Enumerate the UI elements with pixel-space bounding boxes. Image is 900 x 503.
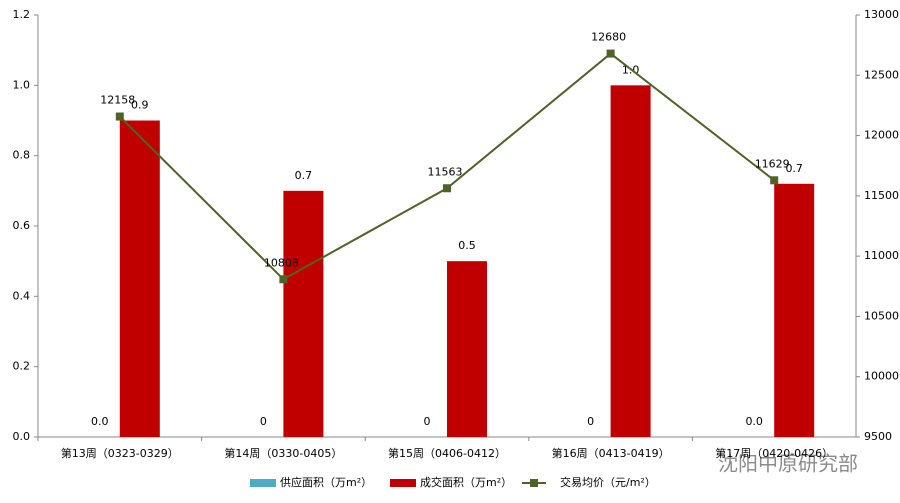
y-tick-label: 0.6: [13, 219, 31, 232]
line-marker: [443, 184, 451, 193]
y2-tick-label: 10000: [864, 370, 899, 383]
legend-marker: [530, 479, 538, 487]
bar-label: 0.0: [745, 415, 763, 428]
bar-label: 0.9: [131, 99, 149, 112]
y2-tick-label: 12500: [864, 68, 899, 81]
x-tick-label: 第13周（0323-0329）: [61, 446, 179, 460]
bar: [774, 183, 815, 437]
bar-label: 0.0: [91, 415, 109, 428]
legend-swatch: [250, 479, 276, 487]
legend-swatch: [390, 479, 416, 487]
bar: [610, 85, 651, 437]
legend-label: 交易均价（元/m²）: [560, 475, 656, 489]
y-tick-label: 1.2: [13, 8, 31, 21]
x-tick-label: 第15周（0406-0412）: [388, 446, 506, 460]
x-tick-label: 第17周（0420-0426）: [715, 446, 833, 460]
legend-label: 成交面积（万m²）: [420, 475, 512, 489]
bar-label: 0.7: [785, 162, 803, 175]
bar-label: 0: [587, 415, 594, 428]
line-marker: [115, 112, 124, 121]
bar: [447, 261, 487, 437]
line-label: 12158: [100, 94, 135, 107]
bar-label: 0: [260, 415, 267, 428]
watermark: 沈阳中原研究部: [718, 452, 858, 476]
y2-tick-label: 11500: [864, 189, 899, 202]
y-tick-label: 0.0: [13, 430, 31, 443]
line-marker: [770, 176, 779, 185]
y2-tick-label: 10500: [864, 309, 899, 322]
y-tick-label: 0.4: [13, 289, 31, 302]
x-tick-label: 第14周（0330-0405）: [224, 446, 342, 460]
y2-tick-label: 12000: [864, 129, 899, 142]
line-label: 10808: [264, 256, 299, 269]
line-marker: [606, 49, 615, 58]
bar: [119, 120, 160, 437]
bar-label: 0: [424, 415, 431, 428]
y2-tick-label: 11000: [864, 249, 899, 262]
line-marker: [279, 275, 288, 284]
bar: [283, 190, 324, 437]
line-label: 11629: [755, 157, 790, 170]
y-tick-label: 0.2: [13, 360, 31, 373]
y2-tick-label: 13000: [864, 8, 899, 21]
x-tick-label: 第16周（0413-0419）: [552, 446, 670, 460]
bar-label: 0.7: [295, 169, 313, 182]
y-tick-label: 1.0: [13, 78, 31, 91]
y-tick-label: 0.8: [13, 149, 31, 162]
line-label: 11563: [428, 165, 463, 178]
bar-label: 0.5: [458, 239, 476, 252]
line-label: 12680: [591, 31, 626, 44]
y2-tick-label: 9500: [864, 430, 892, 443]
legend-label: 供应面积（万m²）: [280, 475, 372, 489]
